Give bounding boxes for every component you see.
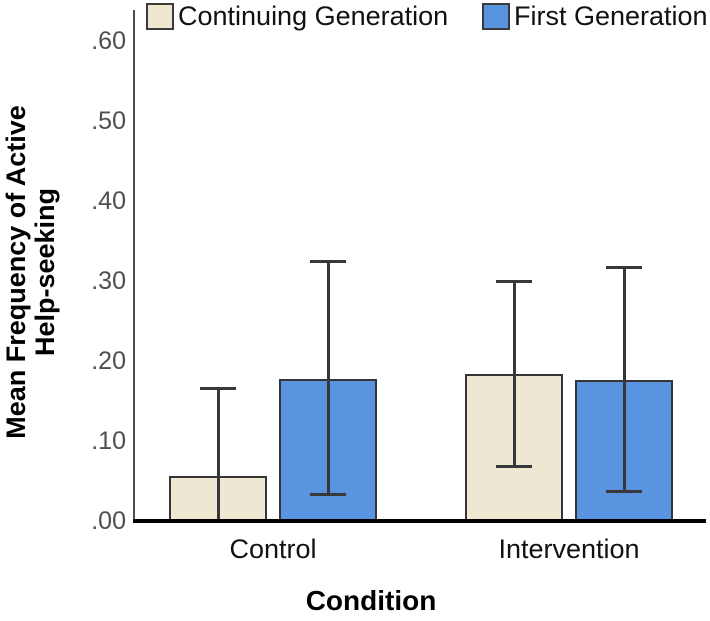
legend-label-continuing-generation: Continuing Generation (178, 1, 449, 31)
legend-swatch-continuing-generation (146, 3, 174, 30)
error-bar-line (512, 281, 516, 467)
y-tick-label: .40 (91, 187, 126, 215)
legend-label-first-generation: First Generation (514, 1, 708, 31)
error-bar-top-cap (606, 266, 642, 270)
error-bar-line (326, 261, 330, 496)
x-axis-title: Condition (305, 585, 437, 616)
error-bar-line (216, 388, 220, 521)
error-bar-top-cap (200, 387, 236, 391)
legend-swatch-first-generation (482, 3, 510, 30)
category-label-intervention: Intervention (498, 534, 640, 564)
error-bar-bottom-cap (310, 493, 346, 497)
legend-item-continuing-generation: Continuing Generation (146, 2, 448, 31)
x-baseline (133, 519, 706, 523)
y-tick-label: .50 (91, 107, 126, 135)
error-bar-top-cap (310, 260, 346, 263)
y-tick-label: .00 (91, 507, 126, 535)
y-axis-line (133, 10, 135, 523)
error-bar-bottom-cap (496, 464, 532, 468)
category-label-control: Control (229, 534, 317, 564)
error-bar-line (622, 267, 626, 493)
y-tick-label: .30 (91, 267, 126, 295)
error-bar-bottom-cap (606, 490, 642, 494)
y-tick-label: .60 (91, 27, 126, 55)
legend-item-first-generation: First Generation (482, 2, 708, 31)
error-bar-top-cap (496, 280, 532, 283)
y-tick-label: .20 (91, 347, 126, 375)
y-tick-label: .10 (91, 427, 126, 455)
legend: Continuing Generation First Generation (0, 0, 710, 34)
